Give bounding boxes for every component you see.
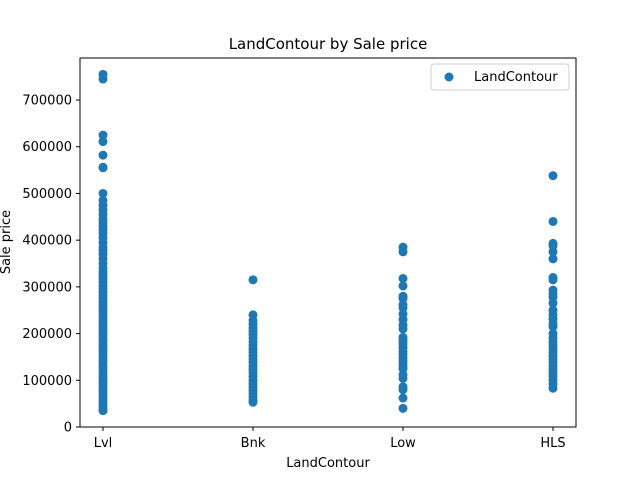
chart-title: LandContour by Sale price [229, 35, 428, 53]
y-tick-label: 200000 [22, 327, 72, 342]
data-point-lvl-2 [98, 130, 108, 140]
data-point-low-26 [398, 393, 408, 403]
data-point-low-23 [398, 373, 408, 383]
legend-box [430, 63, 570, 91]
data-point-hls-0 [548, 171, 558, 181]
legend: LandContour [430, 63, 570, 91]
y-tick-label: 300000 [22, 280, 72, 295]
legend-label: LandContour [474, 70, 558, 85]
data-point-lvl-68 [98, 406, 108, 416]
y-axis-label: Sale price [0, 210, 14, 274]
y-tick-label: 700000 [22, 94, 72, 109]
data-point-low-2 [398, 273, 408, 283]
y-tick-label: 500000 [22, 187, 72, 202]
plot-frame [79, 57, 577, 428]
data-point-low-11 [398, 324, 408, 334]
data-point-hls-7 [548, 275, 558, 285]
data-point-low-3 [398, 281, 408, 291]
data-point-low-27 [398, 403, 408, 413]
data-point-lvl-1 [98, 74, 108, 84]
y-axis: 0 100000 200000 300000 400000 500000 600000 700… [22, 94, 80, 436]
data-point-lvl-7 [98, 188, 108, 198]
data-point-hls-16 [548, 322, 558, 332]
legend-marker [444, 72, 454, 82]
x-tick-label-hls: HLS [540, 436, 565, 451]
data-point-hls-4 [548, 247, 558, 257]
data-point-hls-1 [548, 216, 558, 226]
y-tick-label: 0 [64, 421, 72, 436]
data-point-hls-11 [548, 298, 558, 308]
data-point-hls-32 [548, 383, 558, 393]
y-tick-label: 400000 [22, 234, 72, 249]
data-point-bnk-0 [248, 275, 258, 285]
data-point-low-1 [398, 247, 408, 257]
data-point-hls-5 [548, 254, 558, 264]
data-point-lvl-4 [98, 150, 108, 160]
data-point-low-25 [398, 385, 408, 395]
data-point-lvl-6 [98, 163, 108, 173]
data-point-bnk-26 [248, 397, 258, 407]
y-tick-label: 100000 [22, 374, 72, 389]
x-tick-label-low: Low [390, 436, 416, 451]
y-tick-label: 600000 [22, 140, 72, 155]
x-tick-label-lvl: Lvl [94, 436, 113, 451]
x-tick-label-bnk: Bnk [241, 436, 266, 451]
data-point-lvl-3 [98, 137, 108, 147]
data-points [98, 69, 558, 416]
x-axis-label: LandContour [286, 456, 370, 471]
x-axis: Lvl Bnk Low HLS [94, 427, 566, 451]
